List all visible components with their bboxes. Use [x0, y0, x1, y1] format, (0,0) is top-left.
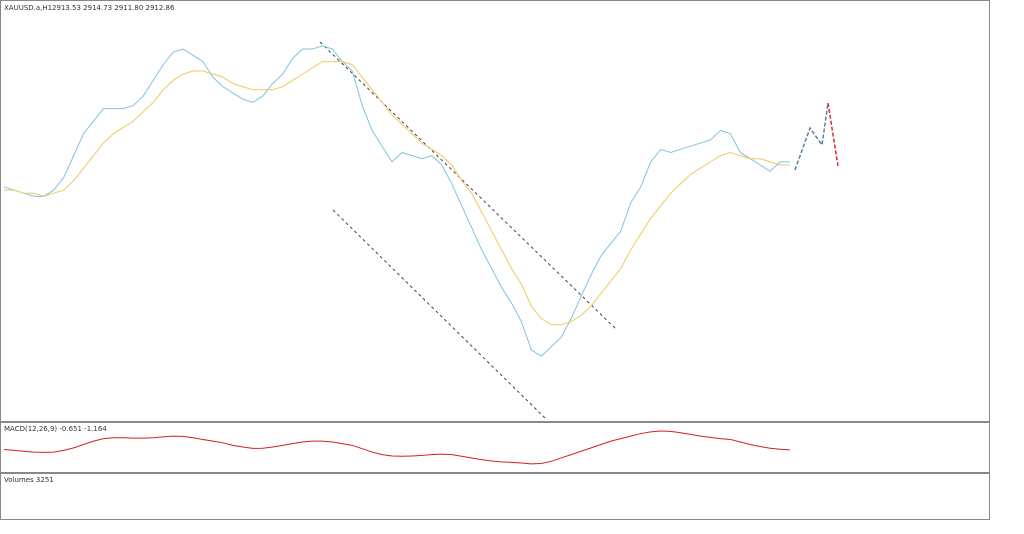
ohlc-header: 2913.53 2914.73 2911.80 2912.86 [52, 4, 175, 12]
volume-pane [0, 473, 990, 520]
forecast-down [827, 102, 839, 167]
plot [3, 45, 791, 465]
macd-title: MACD(12,26,9) -0.651 -1.164 [4, 425, 107, 433]
channel-upper [319, 41, 618, 331]
price-pane [0, 0, 990, 422]
macd-pane [0, 422, 990, 473]
forecast-up [794, 102, 829, 171]
macd-signal [3, 430, 791, 465]
moving-average [4, 61, 791, 326]
moving-average [3, 45, 791, 357]
volume-title: Volumes 3251 [4, 476, 54, 484]
symbol-title: XAUUSD.a,H1 [4, 4, 52, 12]
channel-lower [332, 209, 546, 419]
channel [319, 41, 618, 419]
